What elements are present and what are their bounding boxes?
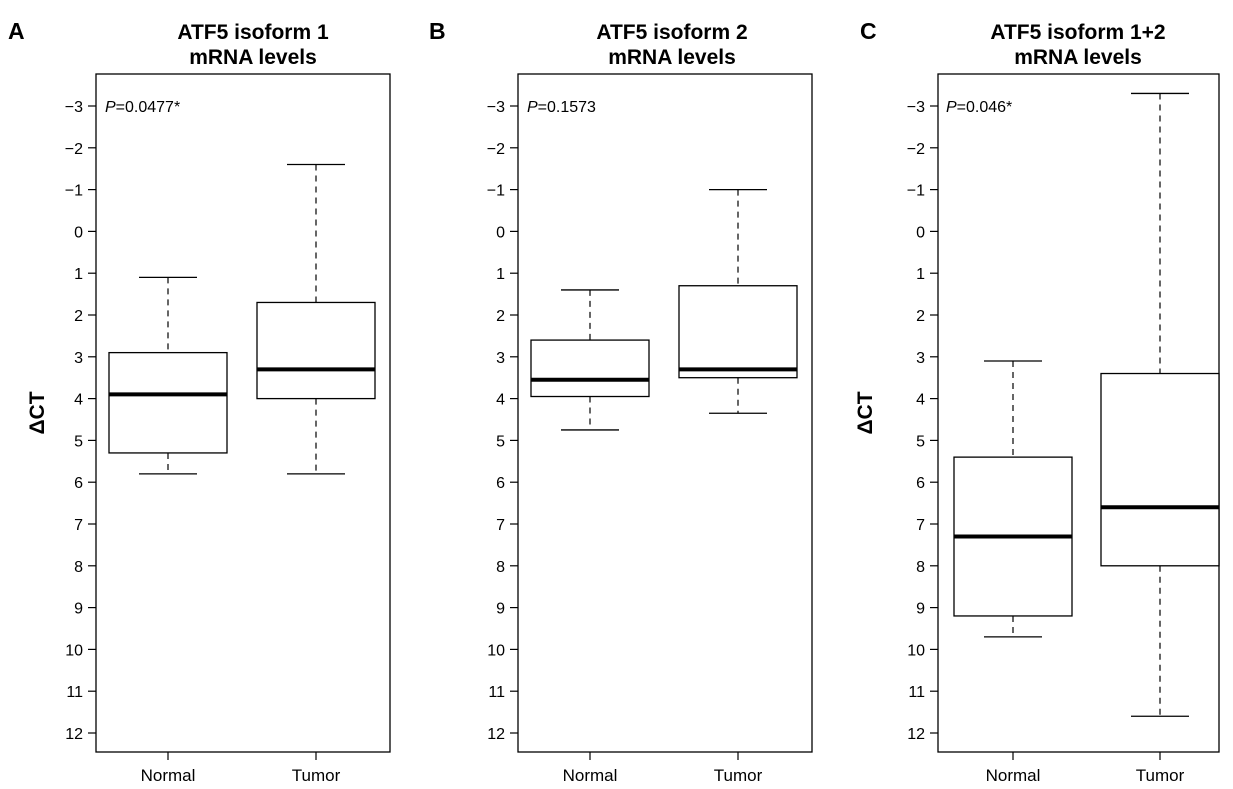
box-normal: [108, 276, 228, 475]
y-tick-label: 11: [908, 684, 925, 701]
panel-letter: C: [860, 18, 877, 44]
y-tick-label: 10: [65, 642, 83, 659]
chart-title-line: mRNA levels: [608, 46, 736, 69]
y-tick-label: 4: [496, 392, 505, 409]
box-tumor: [1100, 92, 1220, 717]
y-tick-label: 1: [916, 266, 925, 283]
y-tick-label: 9: [74, 601, 83, 618]
y-tick-label: −1: [65, 183, 83, 200]
p-value-prefix: P: [105, 99, 116, 116]
y-tick-label: 4: [916, 392, 925, 409]
y-tick-label: 7: [496, 517, 505, 534]
x-category-label: Normal: [986, 766, 1041, 785]
y-tick-label: 10: [907, 642, 925, 659]
y-tick-label: −2: [907, 141, 925, 158]
y-tick-label: 1: [496, 266, 505, 283]
y-tick-label: 12: [65, 726, 83, 743]
chart-title-line: ATF5 isoform 1+2: [990, 21, 1165, 44]
y-tick-label: 3: [916, 350, 925, 367]
y-tick-label: −3: [487, 99, 505, 116]
p-value-prefix: P: [946, 99, 957, 116]
y-tick-label: 11: [66, 684, 83, 701]
plot-frame: [517, 73, 813, 753]
y-tick-label: 11: [488, 684, 505, 701]
y-tick-label: 8: [916, 559, 925, 576]
y-tick-label: 6: [916, 475, 925, 492]
p-value-prefix: P: [527, 99, 538, 116]
y-tick-label: 8: [74, 559, 83, 576]
iqr-box: [530, 339, 650, 398]
iqr-box: [108, 351, 228, 454]
y-tick-label: 7: [74, 517, 83, 534]
y-tick-label: 3: [74, 350, 83, 367]
box-normal: [530, 289, 650, 431]
y-tick-label: 1: [74, 266, 83, 283]
y-tick-label: 2: [916, 308, 925, 325]
plot-frame: [95, 73, 391, 753]
y-tick-label: −2: [65, 141, 83, 158]
p-value-text: =0.1573: [538, 99, 596, 116]
y-tick-label: 2: [74, 308, 83, 325]
chart-title-line: mRNA levels: [1014, 46, 1142, 69]
y-tick-label: 2: [496, 308, 505, 325]
box-normal: [953, 360, 1073, 638]
box-tumor: [678, 188, 798, 414]
y-tick-label: 5: [916, 433, 925, 450]
y-tick-label: 12: [907, 726, 925, 743]
y-tick-label: 3: [496, 350, 505, 367]
y-axis-label: ΔCT: [26, 391, 49, 434]
iqr-box: [256, 301, 376, 400]
chart-title-line: mRNA levels: [189, 46, 317, 69]
y-tick-label: 0: [916, 224, 925, 241]
p-value-annotation: P=0.046*: [946, 99, 1012, 116]
y-tick-label: 10: [487, 642, 505, 659]
y-tick-label: 5: [74, 433, 83, 450]
x-category-label: Tumor: [292, 766, 341, 785]
y-tick-label: 0: [496, 224, 505, 241]
box-tumor: [256, 163, 376, 475]
chart-title-line: ATF5 isoform 2: [596, 21, 747, 44]
y-tick-label: −1: [907, 183, 925, 200]
p-value-annotation: P=0.1573: [527, 99, 596, 116]
y-tick-label: −2: [487, 141, 505, 158]
y-axis-label: ΔCT: [854, 391, 877, 434]
p-value-text: =0.046*: [957, 99, 1013, 116]
iqr-box: [1100, 372, 1220, 567]
y-tick-label: 6: [496, 475, 505, 492]
iqr-box: [678, 285, 798, 379]
x-category-label: Normal: [141, 766, 196, 785]
x-category-label: Tumor: [714, 766, 763, 785]
panel-letter: B: [429, 18, 446, 44]
p-value-text: =0.0477*: [116, 99, 181, 116]
y-tick-label: −1: [487, 183, 505, 200]
p-value-annotation: P=0.0477*: [105, 99, 180, 116]
chart-title-line: ATF5 isoform 1: [177, 21, 329, 44]
y-tick-label: 9: [916, 601, 925, 618]
y-tick-label: 6: [74, 475, 83, 492]
x-category-label: Normal: [563, 766, 618, 785]
y-tick-label: 12: [487, 726, 505, 743]
y-tick-label: 8: [496, 559, 505, 576]
y-tick-label: 5: [496, 433, 505, 450]
y-tick-label: 9: [496, 601, 505, 618]
panel-letter: A: [8, 18, 25, 44]
y-tick-label: 7: [916, 517, 925, 534]
x-category-label: Tumor: [1136, 766, 1185, 785]
y-tick-label: −3: [65, 99, 83, 116]
y-tick-label: 0: [74, 224, 83, 241]
y-tick-label: 4: [74, 392, 83, 409]
y-tick-label: −3: [907, 99, 925, 116]
